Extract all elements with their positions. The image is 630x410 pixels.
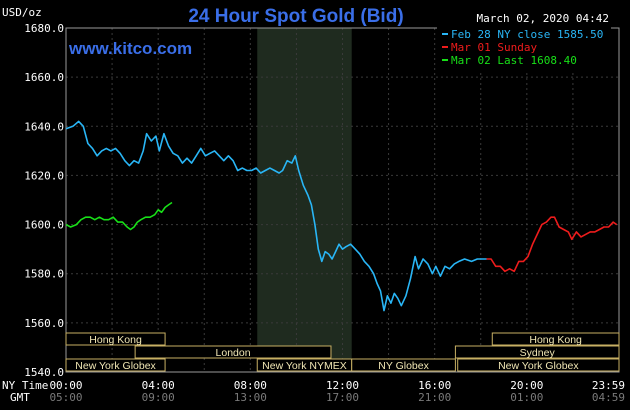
x-tick-label-ny: 16:00 <box>418 379 451 392</box>
y-tick-label: 1580.0 <box>24 268 64 281</box>
session-bar-box <box>65 332 166 346</box>
y-axis-unit: USD/oz <box>2 6 42 19</box>
series-line-2 <box>65 201 173 231</box>
session-bar-label: Hong Kong <box>89 334 142 346</box>
session-bar-label: New York Globex <box>498 360 579 372</box>
session-bar: Hong Kong <box>491 332 620 346</box>
gmt-row-label: GMT <box>10 391 30 404</box>
session-bar-label: Hong Kong <box>529 334 582 346</box>
session-bar-label: NY Globex <box>378 360 429 372</box>
x-tick-label-gmt: 04:59 <box>592 391 625 404</box>
chart-title: 24 Hour Spot Gold (Bid) <box>188 6 403 27</box>
x-tick-label-ny: 20:00 <box>510 379 543 392</box>
session-bar: NY Globex <box>351 358 456 372</box>
session-bar-box <box>454 345 620 359</box>
x-tick-label-ny: 08:00 <box>234 379 267 392</box>
nymex-shaded-region <box>257 28 352 372</box>
legend-box <box>437 26 611 70</box>
x-tick-label-gmt: 17:00 <box>326 391 359 404</box>
x-tick-label-gmt: 05:00 <box>49 391 82 404</box>
session-bar-box <box>65 358 166 372</box>
kitco-watermark: www.kitco.com <box>68 39 192 58</box>
x-tick-label-gmt: 01:00 <box>510 391 543 404</box>
session-bar: London <box>134 345 332 359</box>
y-tick-label: 1620.0 <box>24 169 64 182</box>
grid-lines <box>66 27 619 373</box>
y-tick-label: 1680.0 <box>24 22 64 35</box>
session-bar-box <box>491 332 620 346</box>
session-bar-box <box>134 345 332 359</box>
series-line-0 <box>65 120 487 312</box>
session-bar: New York NYMEX <box>256 358 353 372</box>
session-bar-box <box>457 358 620 372</box>
x-tick-label-gmt: 13:00 <box>234 391 267 404</box>
x-tick-label-ny: 23:59 <box>592 379 625 392</box>
legend-label-mar01: Mar 01 Sunday <box>451 41 537 54</box>
session-bar-label: Sydney <box>520 347 556 359</box>
session-bar-box <box>351 358 456 372</box>
x-tick-label-gmt: 09:00 <box>142 391 175 404</box>
legend: Feb 28 NY close 1585.50 Mar 01 Sunday Ma… <box>437 26 611 70</box>
session-bar: New York Globex <box>457 358 620 372</box>
plot-frame <box>65 27 620 373</box>
y-tick-label: 1540.0 <box>24 366 64 379</box>
price-series <box>65 120 618 312</box>
y-tick-label: 1640.0 <box>24 120 64 133</box>
x-tick-label-ny: 12:00 <box>326 379 359 392</box>
session-bar: New York Globex <box>65 358 166 372</box>
series-line-1 <box>486 216 618 273</box>
x-tick-label-ny: 00:00 <box>49 379 82 392</box>
x-tick-label-ny: 04:00 <box>142 379 175 392</box>
x-tick-label-gmt: 21:00 <box>418 391 451 404</box>
y-tick-label: 1560.0 <box>24 317 64 330</box>
y-tick-label: 1600.0 <box>24 219 64 232</box>
ny-time-row-label: NY Time <box>2 379 48 392</box>
legend-label-feb28: Feb 28 NY close 1585.50 <box>451 28 603 41</box>
legend-label-mar02: Mar 02 Last 1608.40 <box>451 54 577 67</box>
chart-timestamp: March 02, 2020 04:42 <box>477 12 609 25</box>
y-tick-labels: 1680.0 1660.0 1640.0 1620.0 1600.0 1580.0 1560… <box>24 22 64 379</box>
session-bar-label: New York Globex <box>75 360 156 372</box>
session-bar-label: New York NYMEX <box>262 360 347 372</box>
session-bar: Sydney <box>454 345 620 359</box>
session-bar: Hong Kong <box>65 332 166 346</box>
session-bar-label: London <box>216 347 251 359</box>
y-tick-label: 1660.0 <box>24 71 64 84</box>
